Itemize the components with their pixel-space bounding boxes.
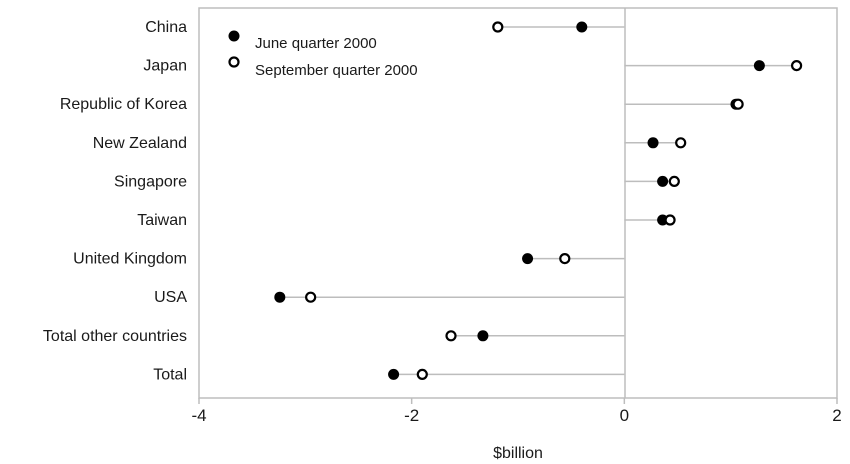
september-marker xyxy=(668,175,680,187)
plot-area-frame xyxy=(198,7,838,399)
connector-lines xyxy=(279,26,797,376)
legend-september-marker xyxy=(228,56,240,68)
category-label: Total xyxy=(153,366,187,383)
september-marker xyxy=(675,137,687,149)
x-tick-label: -2 xyxy=(404,406,419,425)
category-label: New Zealand xyxy=(93,135,187,152)
september-marker xyxy=(732,98,744,110)
june-marker xyxy=(388,368,400,380)
september-marker xyxy=(790,59,803,72)
june-marker xyxy=(753,60,765,72)
june-marker xyxy=(477,330,489,342)
x-tick-label: -4 xyxy=(191,406,206,425)
june-marker xyxy=(647,137,659,149)
september-marker xyxy=(445,330,457,342)
category-label: USA xyxy=(154,289,187,306)
legend-september-label: September quarter 2000 xyxy=(255,62,418,79)
category-label: United Kingdom xyxy=(73,251,187,268)
x-axis-ticks: -4 -2 0 2 xyxy=(191,398,842,425)
june-marker xyxy=(274,291,286,303)
category-label: Taiwan xyxy=(137,212,187,229)
category-label: Total other countries xyxy=(43,328,187,345)
x-tick-label: 2 xyxy=(832,406,841,425)
legend: June quarter 2000 September quarter 2000 xyxy=(228,30,418,79)
category-label: Republic of Korea xyxy=(60,96,187,113)
june-marker xyxy=(576,21,588,33)
category-labels: China Japan Republic of Korea New Zealand Si… xyxy=(43,19,187,383)
category-label: China xyxy=(145,19,187,36)
x-tick-label: 0 xyxy=(620,406,629,425)
x-axis-title: $billion xyxy=(493,445,543,462)
september-marker xyxy=(559,253,571,265)
september-marker xyxy=(416,368,428,380)
legend-june-label: June quarter 2000 xyxy=(255,35,377,52)
september-marker xyxy=(664,214,676,226)
category-label: Japan xyxy=(143,58,187,75)
category-label: Singapore xyxy=(114,173,187,190)
june-marker xyxy=(657,175,669,187)
september-marker xyxy=(305,291,317,303)
september-marker xyxy=(492,21,504,33)
legend-june-marker xyxy=(228,30,240,42)
june-marker xyxy=(522,253,534,265)
data-markers xyxy=(274,21,803,380)
